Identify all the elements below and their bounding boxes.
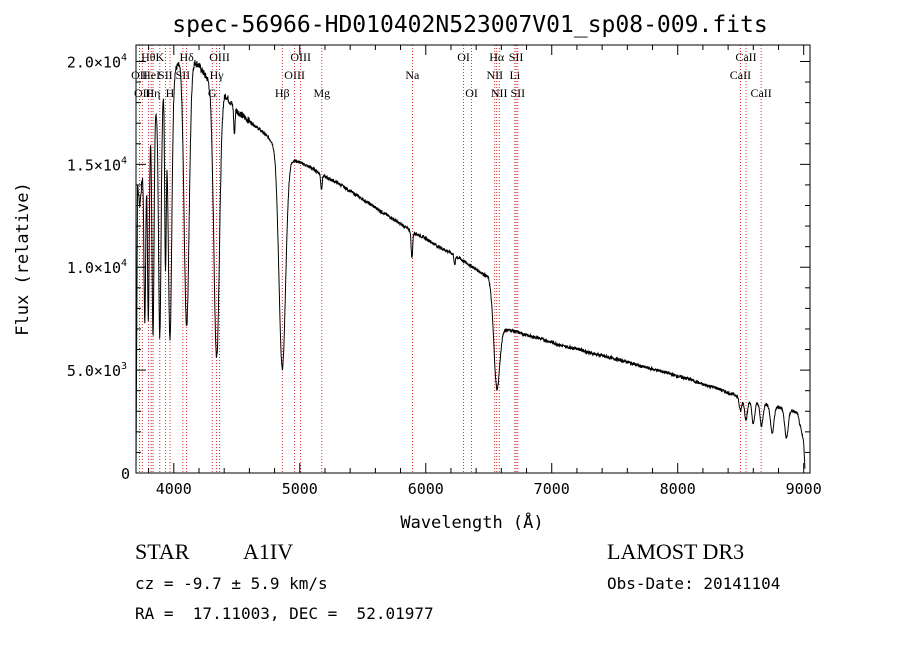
line-marker-label: Hη [146,86,161,100]
line-marker-label: HeI [142,68,160,82]
line-marker-label: Na [405,68,420,82]
object-type: STAR [135,539,190,564]
line-marker-label: OIII [284,68,305,82]
y-tick-label: 5.0×10 [67,362,121,380]
line-marker-label: SII [176,68,191,82]
line-marker-label: SII [158,68,173,82]
y-tick-label: 1.5×10 [67,156,121,174]
line-marker-label: SII [511,86,526,100]
object-subclass: A1IV [243,539,293,564]
x-axis-ticks: 4000 5000 6000 7000 8000 9000 [148,45,822,498]
x-axis-label: Wavelength (Å) [400,511,543,533]
line-marker-label: NII [486,68,503,82]
redshift-cz: cz = -9.7 ± 5.9 km/s [135,574,328,593]
line-marker-label: Hθ [141,50,156,64]
plot-frame [135,44,811,474]
survey-name: LAMOST DR3 [607,539,744,564]
x-tick-label: 4000 [156,480,192,498]
line-marker-label: OI [457,50,470,64]
spectrum-line [135,59,806,474]
line-marker-label: Li [509,68,520,82]
line-marker-label: H [166,86,175,100]
x-tick-label: 5000 [282,480,318,498]
line-marker-label: Mg [313,86,330,100]
y-tick-label: 2.0×10 [67,53,121,71]
line-marker-label: CaII [730,68,751,82]
line-marker-label: Hγ [210,68,225,82]
chart-title: spec-56966-HD010402N523007V01_sp08-009.f… [172,12,767,38]
line-marker-label: OI [465,86,478,100]
line-marker-label: OIII [209,50,230,64]
x-tick-label: 9000 [786,480,822,498]
line-marker-label: CaII [735,50,756,64]
line-marker-label: Hα [489,50,505,64]
line-marker-labels: OIIOIIHθHeIHηKSIIHSIIHδGHγOIIIHβOIIIOIII… [131,50,772,100]
observation-date: Obs-Date: 20141104 [607,574,780,593]
line-marker-label: K [155,50,164,64]
line-marker-label: Hδ [179,50,194,64]
line-marker-label: OII [131,68,148,82]
line-marker-label: NII [491,86,508,100]
x-tick-label: 6000 [408,480,444,498]
y-tick-label: 1.0×10 [67,259,121,277]
line-marker-label: SII [509,50,524,64]
line-marker-label: G [208,86,217,100]
line-marker-label: OIII [290,50,311,64]
x-tick-label: 7000 [534,480,570,498]
y-tick-exponent: 4 [121,258,127,269]
y-axis-label: Flux (relative) [13,182,33,336]
y-tick-exponent: 4 [121,52,127,63]
ra-dec-coordinates: RA = 17.11003, DEC = 52.01977 [135,604,434,623]
line-marker-label: CaII [750,86,771,100]
x-tick-label: 8000 [660,480,696,498]
y-tick-label: 0 [121,465,130,483]
y-axis-ticks: 05.0×10 31.0×10 41.5×10 42.0×10 4 [67,52,810,483]
y-tick-exponent: 3 [121,361,127,372]
line-marker-label: Hβ [275,86,290,100]
line-marker-label: OII [134,86,151,100]
y-tick-exponent: 4 [121,155,127,166]
